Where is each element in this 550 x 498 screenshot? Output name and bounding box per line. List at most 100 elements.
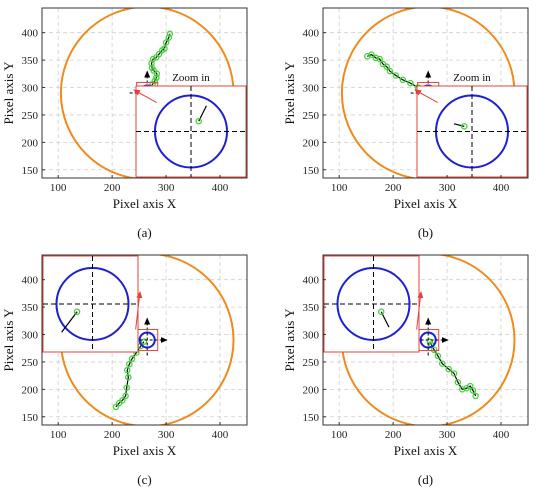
- trajectory-point: [386, 67, 394, 75]
- trajectory-point: [407, 79, 414, 87]
- subplot-c: Zoom in 100 200 300 400 150 200 250 300 350 400 Pix…: [1, 242, 248, 487]
- plot-content: Zoom in: [340, 8, 528, 178]
- trajectory-point: [159, 46, 166, 54]
- y-tick-label: 200: [303, 384, 320, 396]
- trajectory-point: [430, 346, 438, 354]
- zoom-in-label: Zoom in: [72, 242, 110, 254]
- x-tick-label: 200: [104, 429, 121, 441]
- zoom-in-label: Zoom in: [353, 242, 391, 254]
- plot-content: Zoom in: [42, 242, 235, 425]
- zoom-pointer-arrow: [416, 291, 424, 330]
- trajectory-point: [372, 54, 380, 62]
- trajectory-point: [383, 63, 390, 70]
- trajectory-point: [434, 352, 442, 360]
- trajectory-point: [165, 34, 173, 41]
- trajectory-point: [450, 370, 458, 377]
- y-tick-label: 300: [22, 83, 39, 95]
- zoom-trajectory-line: [61, 311, 78, 333]
- zoom-inset-box: [42, 255, 139, 353]
- trajectory-point: [392, 72, 400, 79]
- zoom-inner: [43, 256, 138, 352]
- y-tick-label: 250: [303, 357, 320, 369]
- trajectory-point: [128, 355, 136, 362]
- y-axis-label: Pixel axis Y: [1, 61, 16, 125]
- x-tick-label: 400: [212, 182, 229, 194]
- y-tick-label: 300: [22, 330, 39, 342]
- zoom-trajectory-line: [453, 123, 465, 127]
- y-axis-label: Pixel axis Y: [282, 61, 297, 125]
- trajectory-point: [162, 39, 170, 46]
- trajectory-point: [426, 338, 434, 345]
- x-tick-label: 400: [212, 429, 229, 441]
- zoom-pointer-arrow: [133, 89, 157, 103]
- y-tick-label: 300: [303, 83, 320, 95]
- trajectory-point: [458, 386, 466, 393]
- trajectory-line: [429, 341, 477, 397]
- y-tick-label: 150: [303, 165, 320, 177]
- zoom-pointer-arrow: [135, 291, 143, 330]
- trajectory-point: [153, 74, 160, 81]
- axes-frame: [322, 254, 529, 426]
- zoom-inset: [42, 255, 139, 353]
- y-tick-label: 200: [22, 384, 39, 396]
- x-axis-label: Pixel axis X: [394, 196, 458, 211]
- subplot-caption: (a): [137, 225, 151, 240]
- x-axis-label: Pixel axis X: [394, 443, 458, 458]
- zoom-inset: [416, 85, 528, 178]
- axes-frame: [41, 7, 248, 179]
- y-tick-label: 300: [303, 330, 320, 342]
- x-tick-label: 200: [385, 429, 402, 441]
- axes-frame: [41, 254, 248, 426]
- y-tick-label: 250: [22, 110, 39, 122]
- zoom-trajectory-point: [461, 123, 468, 130]
- zoom-trajectory-point: [73, 308, 81, 315]
- x-tick-label: 100: [331, 429, 348, 441]
- y-tick-label: 350: [303, 302, 320, 314]
- y-tick-label: 400: [22, 275, 39, 287]
- plot-content: Zoom in: [323, 242, 516, 425]
- x-tick-label: 100: [50, 182, 67, 194]
- trajectory-point: [399, 76, 407, 84]
- y-tick-label: 400: [22, 28, 39, 40]
- trajectory-point: [150, 67, 157, 74]
- zoom-inner: [324, 256, 419, 352]
- y-tick-label: 350: [22, 302, 39, 314]
- trajectory-point: [472, 392, 479, 400]
- zoom-inner: [417, 86, 527, 177]
- zoom-inner: [136, 86, 246, 177]
- x-tick-label: 300: [439, 182, 456, 194]
- x-tick-label: 200: [385, 182, 402, 194]
- trajectory-point: [126, 360, 133, 368]
- zoom-trajectory-point: [377, 308, 385, 315]
- subplot-b: Zoom in 100 200 300 400 150 200 250 300 350 400 Pix…: [282, 7, 529, 240]
- x-tick-label: 100: [331, 182, 348, 194]
- trajectory-point: [122, 392, 129, 400]
- trajectory-point: [119, 397, 126, 404]
- y-tick-label: 350: [22, 55, 39, 67]
- y-tick-label: 150: [22, 165, 39, 177]
- y-axis-label: Pixel axis Y: [282, 308, 297, 372]
- y-tick-label: 400: [303, 28, 320, 40]
- trajectory-point: [112, 403, 120, 411]
- x-tick-label: 400: [493, 429, 510, 441]
- y-axis-label: Pixel axis Y: [1, 308, 16, 372]
- x-tick-label: 300: [439, 429, 456, 441]
- x-axis-label: Pixel axis X: [113, 196, 177, 211]
- y-tick-label: 400: [303, 275, 320, 287]
- y-tick-label: 250: [22, 357, 39, 369]
- plot-content: Zoom in: [59, 8, 247, 178]
- x-axis-label: Pixel axis X: [113, 443, 177, 458]
- y-tick-label: 150: [303, 412, 320, 424]
- subplot-caption: (c): [137, 472, 151, 487]
- zoom-in-label: Zoom in: [453, 72, 491, 84]
- subplot-caption: (b): [418, 225, 433, 240]
- y-tick-label: 200: [22, 137, 39, 149]
- y-tick-label: 350: [303, 55, 320, 67]
- trajectory-point: [376, 55, 383, 63]
- x-tick-label: 400: [493, 182, 510, 194]
- subplot-caption: (d): [418, 472, 433, 487]
- trajectory-point: [140, 338, 148, 345]
- zoom-pointer-arrow: [414, 89, 438, 103]
- trajectory-point: [153, 54, 160, 61]
